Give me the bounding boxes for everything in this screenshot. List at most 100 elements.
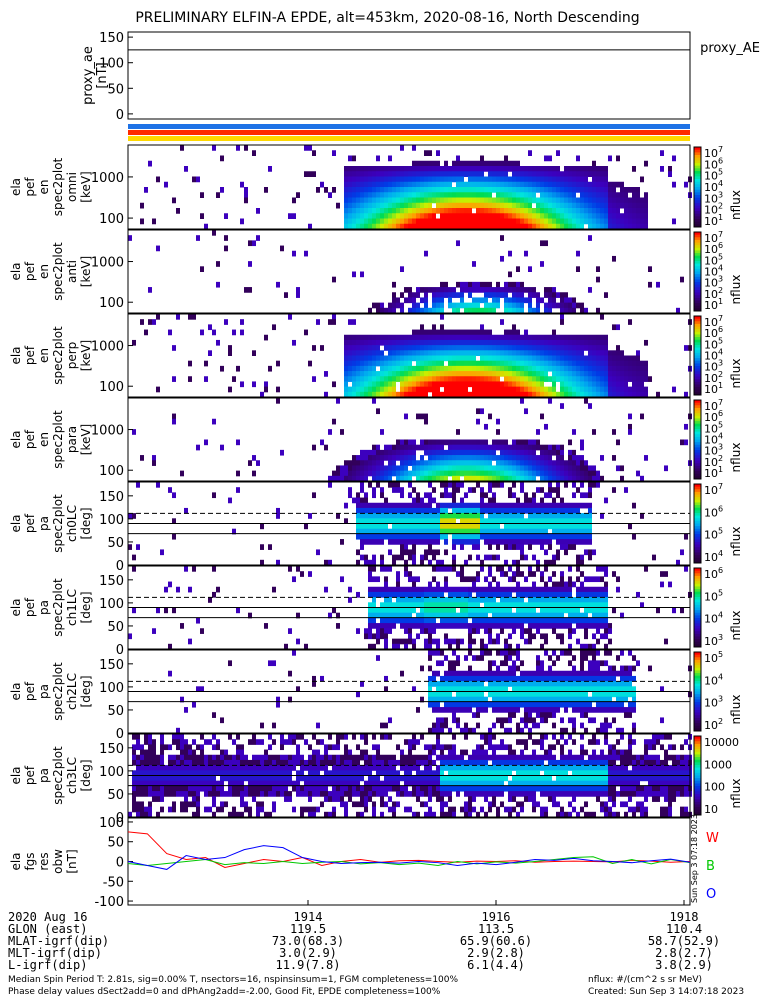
heat-cell [368, 449, 372, 456]
heat-cell [508, 281, 512, 288]
heat-cell [436, 365, 440, 372]
heat-cell [600, 455, 604, 461]
heat-cell [380, 470, 384, 477]
heat-cell [680, 549, 684, 556]
heat-cell [616, 197, 620, 204]
heat-cell [540, 355, 544, 362]
heat-cell [568, 597, 572, 603]
heat-cell [552, 376, 556, 382]
heat-cell [380, 554, 384, 561]
heat-cell [400, 223, 404, 230]
heat-cell [592, 465, 596, 472]
heat-cell [452, 444, 456, 451]
heat-cell [572, 429, 576, 435]
heat-cell [524, 197, 528, 204]
heat-cell [616, 345, 620, 351]
heat-cell [416, 492, 420, 499]
heat-cell [512, 612, 516, 619]
heat-cell [212, 754, 216, 761]
heat-cell [368, 460, 372, 466]
heat-cell [516, 386, 520, 393]
heat-cell [504, 681, 508, 687]
heat-cell [364, 539, 368, 545]
heat-cell [484, 365, 488, 372]
heat-cell [432, 670, 436, 677]
heat-cell [456, 696, 460, 703]
heat-cell [360, 176, 364, 183]
heat-cell [416, 192, 420, 198]
heat-cell [380, 586, 384, 593]
heat-cell [524, 350, 528, 356]
heat-cell [384, 675, 388, 682]
heat-cell [396, 612, 400, 619]
heat-cell [576, 686, 580, 692]
heat-cell [376, 155, 380, 162]
heat-cell [592, 597, 596, 603]
heat-cell [444, 355, 448, 362]
heat-cell [460, 576, 464, 583]
heat-cell [488, 650, 492, 656]
heat-cell [484, 166, 488, 172]
heat-cell [440, 192, 444, 198]
heat-cell [432, 691, 436, 698]
heat-cell [408, 176, 412, 183]
heat-cell [548, 591, 552, 598]
heat-cell [364, 381, 368, 388]
heat-cell [496, 166, 500, 172]
heat-cell [624, 360, 628, 367]
heat-cell [388, 302, 392, 309]
heat-cell [276, 398, 280, 404]
heat-cell [464, 307, 468, 314]
heat-cell [616, 350, 620, 356]
heat-cell [508, 271, 512, 278]
heat-cell [180, 770, 184, 776]
heat-cell [564, 334, 568, 341]
heat-cell [536, 566, 540, 572]
heat-cell [412, 597, 416, 603]
heat-cell [160, 734, 164, 740]
heat-cell [148, 765, 152, 771]
heat-cell [492, 160, 496, 167]
heat-cell [500, 360, 504, 367]
heat-cell [176, 785, 180, 792]
heat-cell [516, 507, 520, 514]
heat-cell [460, 171, 464, 177]
heat-cell [508, 701, 512, 708]
heat-cell [156, 607, 160, 614]
heat-cell [380, 628, 384, 634]
heat-cell [544, 365, 548, 372]
heat-cell [568, 586, 572, 593]
heat-cell [508, 576, 512, 583]
heat-cell [380, 371, 384, 377]
heat-cell [572, 176, 576, 183]
heat-cell [380, 612, 384, 619]
heat-cell [496, 339, 500, 346]
heat-cell [452, 345, 456, 351]
heat-cell [368, 523, 372, 530]
heat-cell [400, 381, 404, 388]
heat-cell [520, 350, 524, 356]
heat-cell [372, 213, 376, 219]
heat-cell [452, 460, 456, 466]
heat-cell [596, 208, 600, 214]
heat-cell [348, 465, 352, 472]
heat-cell [480, 197, 484, 204]
heat-cell [508, 691, 512, 698]
heat-cell [528, 523, 532, 530]
heat-cell [512, 470, 516, 477]
heat-cell [588, 355, 592, 362]
heat-cell [600, 365, 604, 372]
heat-cell [496, 444, 500, 451]
heat-cell [556, 365, 560, 372]
heat-cell [500, 465, 504, 472]
heat-cell [140, 218, 144, 225]
heat-cell [396, 218, 400, 225]
heat-cell [444, 655, 448, 661]
heat-cell [628, 681, 632, 687]
heat-cell [524, 381, 528, 388]
heat-cell [392, 345, 396, 351]
heat-cell [364, 218, 368, 225]
heat-cell [424, 586, 428, 593]
heat-cell [572, 302, 576, 309]
heat-cell [372, 339, 376, 346]
